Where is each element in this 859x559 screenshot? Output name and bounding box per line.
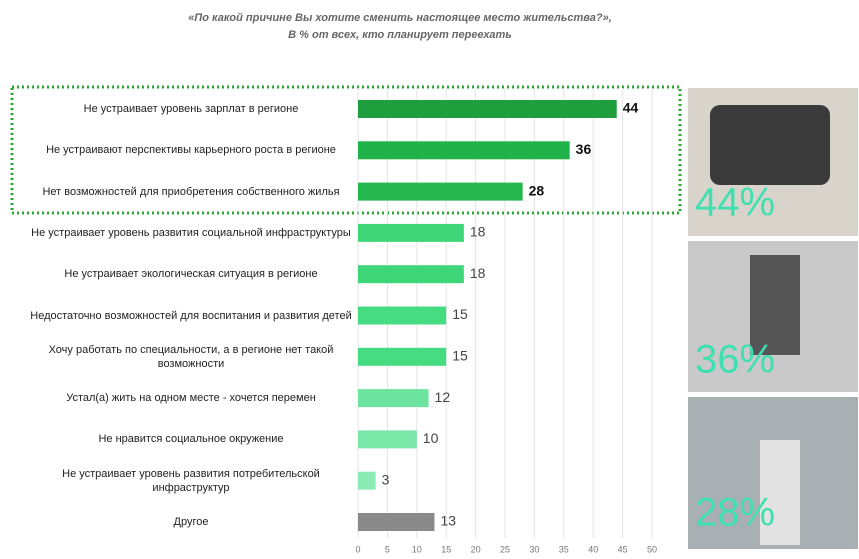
category-label: Недостаточно возможностей для воспитания… [30,309,352,322]
x-tick-label: 0 [355,544,360,554]
value-label: 28 [529,182,545,198]
category-label: Хочу работать по специальности, а в реги… [48,343,334,370]
x-tick-label: 20 [471,544,481,554]
man-shape [750,255,800,355]
bar [358,141,570,160]
x-tick-label: 5 [385,544,390,554]
x-tick-label: 15 [441,544,451,554]
percent-annotation: 28% [695,491,775,535]
bar [358,265,464,284]
bar [358,389,429,408]
bar [358,223,464,242]
value-label: 3 [382,471,390,487]
bar [358,471,376,490]
category-label: Не устраивает уровень зарплат в регионе [83,103,299,115]
category-label: Другое [173,516,209,528]
value-label: 12 [435,389,451,405]
chart-subtitle: В % от всех, кто планирует переехать [288,29,512,41]
chart-title: «По какой причине Вы хотите сменить наст… [188,12,612,24]
bar [358,182,523,201]
percent-annotation: 44% [695,181,775,225]
value-label: 15 [452,306,468,322]
bar [358,347,447,366]
value-label: 10 [423,430,439,446]
x-tick-label: 25 [500,544,510,554]
x-tick-label: 10 [412,544,422,554]
highlight-box [10,85,682,215]
bar [358,100,617,118]
bar [358,513,435,531]
bar [358,306,447,325]
percent-annotation: 36% [695,338,775,382]
x-tick-label: 35 [559,544,569,554]
x-tick-label: 40 [588,544,598,554]
building-shape [760,440,800,545]
x-tick-label: 30 [529,544,539,554]
value-label: 18 [470,224,486,240]
category-label: Не устраивает уровень развития социально… [31,226,351,239]
category-label: Не нравится социальное окружение [98,433,284,446]
category-label: Нет возможностей для приобретения собств… [42,185,340,198]
value-label: 18 [470,265,486,281]
category-label: Устал(а) жить на одном месте - хочется п… [66,392,316,405]
value-label: 13 [440,513,456,529]
category-label: Не устраивает экологическая ситуация в р… [64,268,318,281]
category-label: Не устраивает уровень развития потребите… [62,467,320,494]
value-label: 15 [452,348,468,364]
x-tick-label: 45 [618,544,628,554]
x-tick-label: 50 [647,544,657,554]
bar [358,430,417,449]
wallet-shape [710,105,830,185]
category-label: Не устраивают перспективы карьерного рос… [46,144,336,157]
value-label: 36 [576,141,592,157]
value-label: 44 [623,100,639,116]
